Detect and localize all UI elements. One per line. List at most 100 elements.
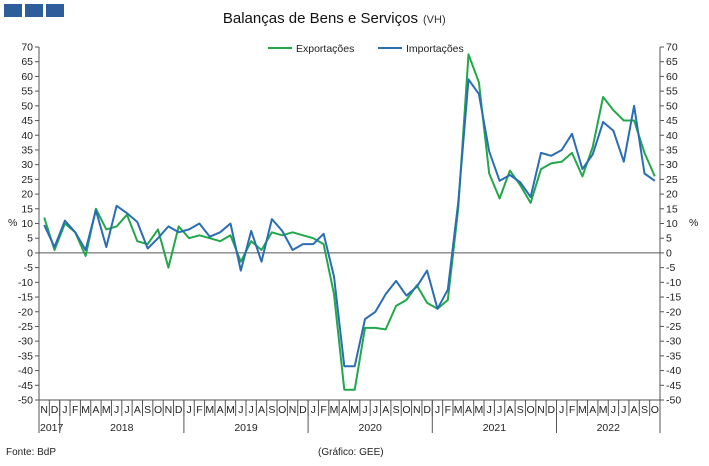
x-month-label: A xyxy=(258,404,265,416)
y-tick-label-left: 50 xyxy=(21,100,33,112)
y-tick-label-left: 55 xyxy=(21,86,33,98)
x-month-label: M xyxy=(102,404,111,416)
y-tick-label-right: 70 xyxy=(666,42,678,54)
x-month-label: D xyxy=(175,404,183,416)
y-tick-label-right: 30 xyxy=(666,159,678,171)
x-month-label: D xyxy=(423,404,431,416)
y-tick-label-right: -45 xyxy=(666,380,681,392)
y-tick-label-left: 70 xyxy=(21,42,33,54)
x-month-label: D xyxy=(548,404,556,416)
x-month-label: D xyxy=(51,404,59,416)
x-month-label: A xyxy=(341,404,348,416)
y-tick-label-right: 5 xyxy=(666,233,672,245)
x-month-label: S xyxy=(144,404,151,416)
exports-line xyxy=(43,53,656,391)
x-month-label: A xyxy=(631,404,638,416)
x-month-label: J xyxy=(311,404,316,416)
x-month-label: N xyxy=(289,404,297,416)
x-month-label: O xyxy=(527,404,535,416)
y-tick-label-left: 45 xyxy=(21,115,33,127)
logo-block xyxy=(25,4,43,17)
y-tick-label-left: -35 xyxy=(18,350,33,362)
x-year-label: 2021 xyxy=(483,422,507,434)
x-year-label: 2022 xyxy=(597,422,621,434)
y-tick-label-right: 15 xyxy=(666,203,678,215)
imports-line xyxy=(43,78,656,368)
x-month-label: O xyxy=(154,404,162,416)
x-year-label: 2020 xyxy=(359,422,383,434)
y-tick-label-left: 35 xyxy=(21,144,33,156)
y-tick-label-left: -15 xyxy=(18,292,33,304)
x-month-label: O xyxy=(278,404,286,416)
y-tick-label-right: 20 xyxy=(666,189,678,201)
x-month-label: F xyxy=(72,404,78,416)
source-note: Fonte: BdP xyxy=(6,447,56,458)
y-unit-label-left: % xyxy=(8,217,17,229)
x-month-label: J xyxy=(373,404,378,416)
y-tick-label-left: -20 xyxy=(18,306,33,318)
y-tick-label-left: -10 xyxy=(18,277,33,289)
x-month-label: J xyxy=(487,404,492,416)
x-month-label: M xyxy=(578,404,587,416)
x-month-label: A xyxy=(465,404,472,416)
x-year-label: 2019 xyxy=(234,422,258,434)
x-month-label: M xyxy=(599,404,608,416)
y-tick-label-right: -20 xyxy=(666,306,681,318)
x-month-label: A xyxy=(134,404,141,416)
logo-block xyxy=(4,4,22,17)
y-tick-label-right: -35 xyxy=(666,350,681,362)
x-month-label: A xyxy=(92,404,99,416)
x-month-label: J xyxy=(497,404,502,416)
x-month-label: S xyxy=(268,404,275,416)
y-tick-label-left: -50 xyxy=(18,395,33,407)
y-tick-label-left: 0 xyxy=(27,247,33,259)
y-tick-label-right: 65 xyxy=(666,56,678,68)
y-tick-label-right: -40 xyxy=(666,365,681,377)
y-tick-label-left: 60 xyxy=(21,71,33,83)
x-month-label: F xyxy=(445,404,451,416)
x-month-label: J xyxy=(238,404,243,416)
x-year-label: 2018 xyxy=(110,422,134,434)
chart-credit: (Gráfico: GEE) xyxy=(318,447,384,458)
legend-label-exports: Exportações xyxy=(296,43,354,55)
series-layer xyxy=(43,53,656,391)
x-month-label: N xyxy=(413,404,421,416)
y-tick-label-left: 30 xyxy=(21,159,33,171)
logo-block xyxy=(46,4,64,17)
legend: Exportações Importações xyxy=(268,43,464,55)
x-month-label: F xyxy=(196,404,202,416)
y-tick-label-left: 10 xyxy=(21,218,33,230)
y-tick-label-left: -30 xyxy=(18,336,33,348)
y-tick-label-right: 0 xyxy=(666,247,672,259)
y-tick-label-right: -25 xyxy=(666,321,681,333)
y-tick-label-right: 35 xyxy=(666,144,678,156)
x-month-label: N xyxy=(165,404,173,416)
x-month-label: J xyxy=(362,404,367,416)
x-month-label: N xyxy=(537,404,545,416)
x-month-label: J xyxy=(559,404,564,416)
chart-title-unit: (VH) xyxy=(423,14,446,26)
x-month-label: M xyxy=(350,404,359,416)
y-tick-label-left: -25 xyxy=(18,321,33,333)
x-month-label: S xyxy=(641,404,648,416)
x-month-label: M xyxy=(330,404,339,416)
y-tick-label-left: -5 xyxy=(24,262,33,274)
x-month-label: J xyxy=(621,404,626,416)
y-tick-label-left: 25 xyxy=(21,174,33,186)
x-month-label: M xyxy=(454,404,463,416)
y-tick-label-left: 40 xyxy=(21,130,33,142)
y-tick-label-left: -40 xyxy=(18,365,33,377)
x-month-label: M xyxy=(81,404,90,416)
y-tick-label-right: -50 xyxy=(666,395,681,407)
x-month-label: J xyxy=(114,404,119,416)
x-month-label: M xyxy=(475,404,484,416)
y-tick-label-left: 5 xyxy=(27,233,33,245)
x-month-label: A xyxy=(382,404,389,416)
y-tick-label-left: -45 xyxy=(18,380,33,392)
y-tick-label-right: 25 xyxy=(666,174,678,186)
x-month-label: J xyxy=(611,404,616,416)
y-tick-label-left: 20 xyxy=(21,189,33,201)
x-month-label: S xyxy=(393,404,400,416)
x-year-label: 2017 xyxy=(40,422,64,434)
y-tick-label-right: 40 xyxy=(666,130,678,142)
